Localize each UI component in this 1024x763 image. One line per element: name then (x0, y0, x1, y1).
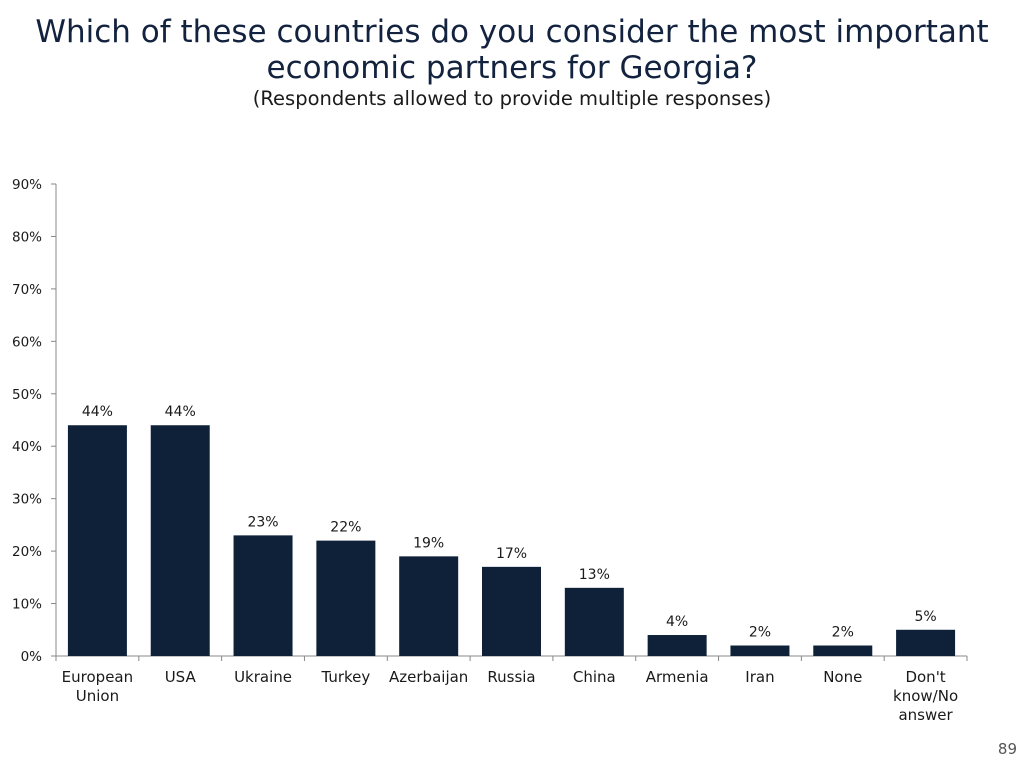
y-tick-label: 0% (21, 649, 43, 665)
page-number: 89 (997, 740, 1017, 758)
y-tick-label: 60% (12, 334, 42, 350)
chart-title: Which of these countries do you consider… (0, 14, 1024, 86)
data-label: 13% (579, 567, 610, 583)
x-category-label-line: Azerbaijan (389, 668, 468, 686)
x-category-label-line: answer (898, 706, 953, 724)
x-category-label-line: European (62, 668, 133, 686)
x-category-label: Iran (745, 668, 774, 686)
data-label: 2% (832, 625, 854, 641)
y-tick-label: 10% (12, 597, 42, 613)
chart-subtitle: (Respondents allowed to provide multiple… (252, 87, 772, 110)
x-category-label-line: Union (76, 687, 119, 705)
bar (316, 540, 376, 656)
bar (150, 425, 210, 656)
title-line-1: Which of these countries do you consider… (35, 14, 989, 50)
bar (482, 566, 541, 656)
x-category-label: Ukraine (234, 668, 292, 686)
x-category-label: European Union (62, 668, 133, 705)
x-category-label-line: Armenia (646, 668, 709, 686)
x-category-label-line: Russia (487, 668, 535, 686)
y-tick-label: 90% (12, 177, 42, 193)
x-category-label-line: know/No (893, 687, 958, 705)
data-label: 22% (330, 520, 361, 536)
x-category-label-line: USA (165, 668, 197, 686)
data-label: 23% (247, 514, 278, 530)
y-tick-label: 20% (12, 544, 42, 560)
x-category-label: Turkey (320, 668, 370, 686)
bar (813, 645, 873, 656)
y-tick-label: 70% (12, 282, 42, 298)
data-label: 2% (749, 625, 771, 641)
x-category-label: USA (165, 668, 197, 686)
bar (564, 587, 624, 656)
title-line-2: economic partners for Georgia? (266, 50, 758, 86)
x-category-label: China (573, 668, 616, 686)
bar (67, 425, 127, 656)
x-category-label-line: China (573, 668, 616, 686)
y-tick-label: 50% (12, 387, 42, 403)
x-category-label-line: Iran (745, 668, 774, 686)
data-label: 5% (914, 609, 936, 625)
y-tick-label: 40% (12, 439, 42, 455)
bar (399, 556, 459, 656)
data-label: 17% (496, 546, 527, 562)
x-category-label: Azerbaijan (389, 668, 468, 686)
data-label: 44% (165, 404, 196, 420)
y-tick-label: 80% (12, 229, 42, 245)
x-category-label-line: Turkey (320, 668, 370, 686)
data-label: 19% (413, 535, 444, 551)
x-category-label-line: Ukraine (234, 668, 292, 686)
bar (647, 635, 707, 656)
y-tick-label: 30% (12, 492, 42, 508)
data-label: 44% (82, 404, 113, 420)
x-category-label-line: Don't (905, 668, 945, 686)
bar (233, 535, 293, 656)
bar (730, 645, 790, 656)
x-category-label: None (823, 668, 862, 686)
x-category-label: Armenia (646, 668, 709, 686)
x-category-label: Don't know/No answer (893, 668, 958, 724)
x-category-label: Russia (487, 668, 535, 686)
x-category-label-line: None (823, 668, 862, 686)
bar (896, 629, 956, 656)
data-label: 4% (666, 614, 688, 630)
